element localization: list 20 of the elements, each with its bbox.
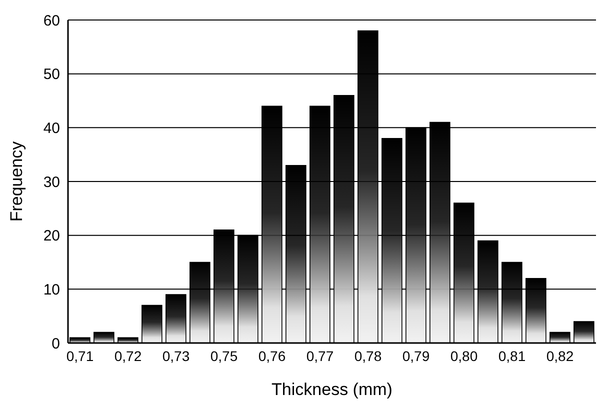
y-tick-label: 0: [52, 335, 60, 352]
y-tick-label: 40: [43, 120, 60, 137]
x-tick-label: 0,71: [66, 348, 94, 364]
x-tick-label: 0,73: [162, 348, 190, 364]
y-tick-label: 20: [43, 228, 60, 245]
y-tick-label: 60: [43, 12, 60, 30]
x-tick-label: 0,77: [306, 348, 334, 364]
x-tick-label: 0,81: [498, 348, 526, 364]
y-axis-title: Frequency: [7, 140, 26, 222]
x-tick-label: 0,75: [210, 348, 238, 364]
y-tick-label: 30: [43, 174, 60, 191]
x-tick-label: 0,76: [258, 348, 286, 364]
x-tick-label: 0,82: [546, 348, 574, 364]
x-tick-label: 0,80: [450, 348, 478, 364]
y-tick-label: 10: [43, 281, 60, 298]
x-axis-title: Thickness (mm): [272, 380, 392, 399]
x-tick-label: 0,79: [402, 348, 430, 364]
x-tick-label: 0,72: [114, 348, 142, 364]
x-tick-label: 0,78: [354, 348, 382, 364]
y-tick-label: 50: [43, 66, 60, 84]
